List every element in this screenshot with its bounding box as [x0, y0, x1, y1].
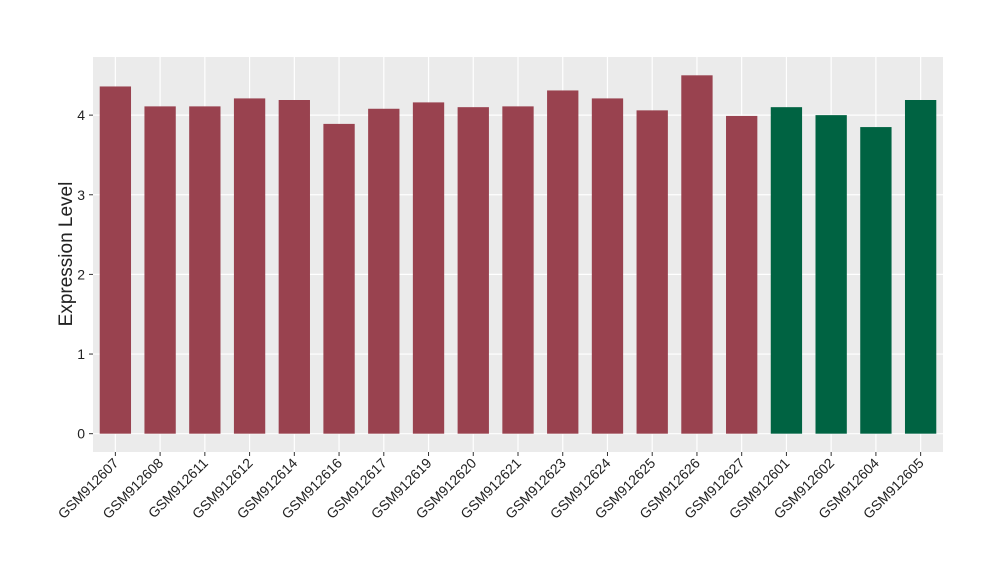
- bar: [278, 100, 310, 434]
- bar: [99, 86, 132, 434]
- bar: [860, 127, 892, 434]
- y-axis-title: Expression Level: [56, 182, 77, 327]
- bar: [189, 106, 221, 434]
- bar: [412, 102, 445, 434]
- bar: [770, 107, 803, 434]
- y-tick-label: 4: [77, 107, 85, 123]
- bar: [502, 106, 534, 434]
- bar: [547, 90, 579, 434]
- y-tick-label: 1: [77, 346, 85, 362]
- y-tick-label: 0: [77, 426, 85, 442]
- bar: [457, 107, 489, 434]
- bar: [726, 115, 758, 434]
- bar: [904, 100, 937, 434]
- bar: [368, 108, 400, 434]
- bar: [681, 75, 713, 434]
- bar: [815, 115, 847, 434]
- bar: [591, 98, 624, 434]
- bar: [233, 98, 266, 434]
- y-tick-label: 3: [77, 187, 85, 203]
- bar: [636, 110, 668, 434]
- bar: [323, 123, 355, 434]
- bar: [144, 106, 176, 434]
- y-tick-label: 2: [77, 266, 85, 282]
